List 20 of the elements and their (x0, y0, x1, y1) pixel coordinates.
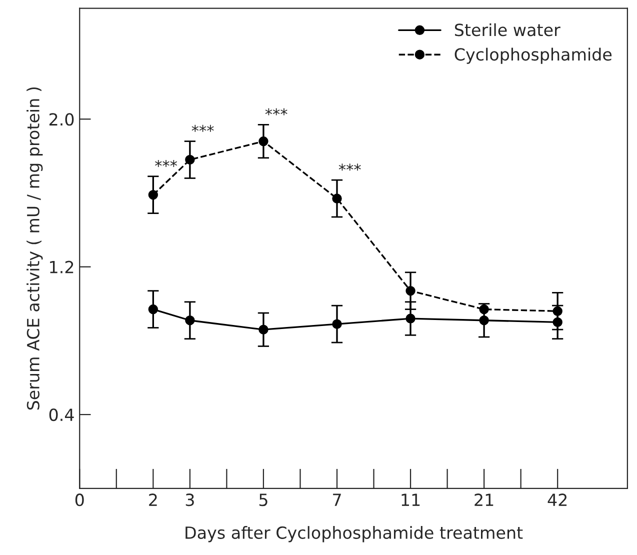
legend-label: Cyclophosphamide (454, 48, 612, 64)
y-tick-label: 1.2 (50, 260, 74, 274)
x-tick-label: 3 (186, 494, 194, 506)
x-axis-title: Days after Cyclophosphamide treatment (186, 526, 523, 542)
annotation: *** (155, 160, 178, 167)
annotation: *** (265, 108, 288, 116)
annotation: *** (192, 124, 214, 132)
y-axis-title: Serum ACE activity ( mU / mg protein ) (26, 87, 43, 410)
x-tick-label: 2 (149, 494, 157, 506)
x-tick-label: 42 (548, 494, 567, 506)
legend-label: Sterile water (454, 23, 560, 36)
y-tick-label: 2.0 (49, 113, 74, 126)
point (479, 304, 489, 314)
x-tick-label: 21 (474, 494, 494, 506)
x-tick-label: 11 (402, 494, 420, 506)
annotation: *** (338, 164, 361, 171)
x-tick-label: 5 (259, 494, 268, 506)
y-tick-label: 0.4 (49, 408, 74, 422)
x-tick-label: 7 (333, 494, 341, 506)
x-tick-label: 0 (75, 494, 84, 506)
